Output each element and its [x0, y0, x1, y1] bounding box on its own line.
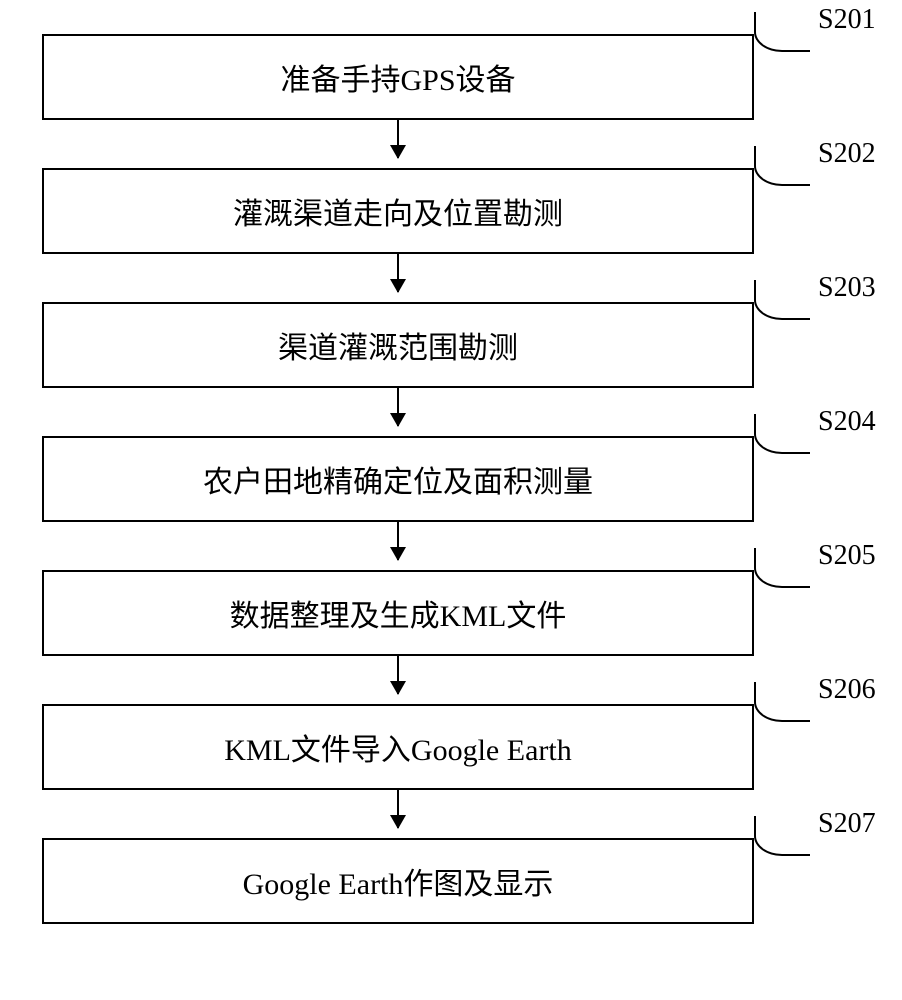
step-box: Google Earth作图及显示 [42, 838, 754, 924]
flow-arrow [397, 656, 399, 694]
step-text: 准备手持GPS设备 [280, 55, 515, 99]
step-text: 渠道灌溉范围勘测 [278, 323, 518, 367]
step-label: S205 [818, 540, 876, 572]
step-box: 灌溉渠道走向及位置勘测 [42, 168, 754, 254]
step-box: 数据整理及生成KML文件 [42, 570, 754, 656]
step-text: 数据整理及生成KML文件 [230, 591, 567, 635]
step-label: S201 [818, 4, 876, 36]
step-label: S206 [818, 674, 876, 706]
label-connector [754, 816, 810, 856]
step-label: S204 [818, 406, 876, 438]
flowchart-canvas: 准备手持GPS设备 S201 灌溉渠道走向及位置勘测 S202 渠道灌溉范围勘测… [0, 0, 902, 1000]
step-label: S202 [818, 138, 876, 170]
label-connector [754, 146, 810, 186]
step-label: S207 [818, 808, 876, 840]
label-connector [754, 682, 810, 722]
step-box: 农户田地精确定位及面积测量 [42, 436, 754, 522]
step-text: 农户田地精确定位及面积测量 [203, 457, 593, 501]
step-box: KML文件导入Google Earth [42, 704, 754, 790]
label-connector [754, 414, 810, 454]
flow-arrow [397, 522, 399, 560]
step-box: 准备手持GPS设备 [42, 34, 754, 120]
step-box: 渠道灌溉范围勘测 [42, 302, 754, 388]
flow-arrow [397, 254, 399, 292]
step-text: KML文件导入Google Earth [224, 725, 571, 769]
step-text: 灌溉渠道走向及位置勘测 [233, 189, 563, 233]
step-label: S203 [818, 272, 876, 304]
label-connector [754, 12, 810, 52]
label-connector [754, 548, 810, 588]
label-connector [754, 280, 810, 320]
flow-arrow [397, 120, 399, 158]
step-text: Google Earth作图及显示 [243, 859, 554, 903]
flow-arrow [397, 388, 399, 426]
flow-arrow [397, 790, 399, 828]
